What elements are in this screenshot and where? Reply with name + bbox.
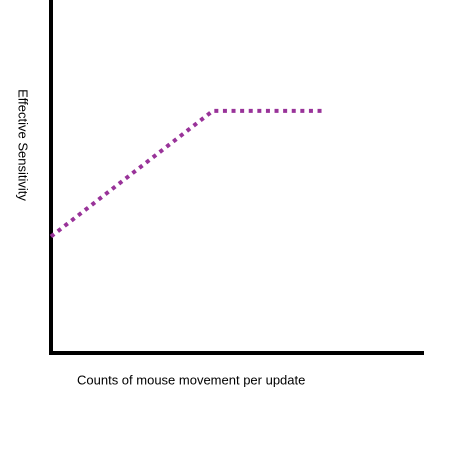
x-axis-label: Counts of mouse movement per update (77, 372, 305, 387)
line-series (49, 108, 323, 239)
y-axis-label: Effective Sensitivity (16, 89, 31, 201)
